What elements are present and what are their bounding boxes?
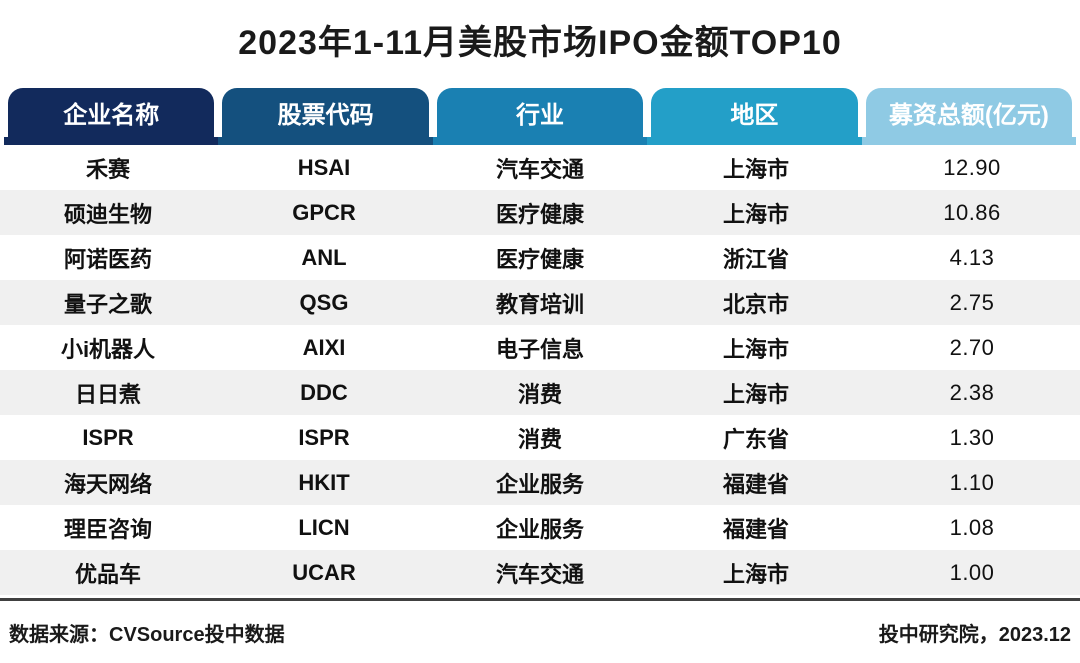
table-header-row: 企业名称 股票代码 行业 地区 募资总额(亿元) (0, 88, 1080, 145)
company-name-cell: 海天网络 (63, 471, 152, 497)
ticker-cell: DDC (300, 379, 348, 405)
region-cell: 上海市 (722, 381, 789, 407)
page-title: 2023年1-11月美股市场IPO金额TOP10 (238, 24, 842, 62)
column-header-label: 募资总额(亿元) (865, 88, 1073, 137)
industry-cell: 消费 (517, 381, 562, 407)
ticker-cell: GPCR (292, 199, 356, 225)
column-header-amount: 募资总额(亿元) (861, 88, 1077, 145)
column-header-base (4, 137, 219, 145)
column-header-region: 地区 (647, 88, 862, 145)
industry-cell: 电子信息 (495, 336, 584, 362)
column-header-industry: 行业 (432, 88, 648, 145)
amount-cell: 2.75 (949, 289, 995, 315)
amount-cell: 1.30 (949, 424, 995, 450)
ticker-cell: ISPR (298, 424, 350, 450)
industry-cell: 医疗健康 (495, 201, 584, 227)
region-cell: 上海市 (722, 156, 789, 182)
company-name-cell: 优品车 (74, 561, 141, 587)
amount-cell: 1.10 (949, 469, 995, 495)
industry-cell: 消费 (517, 426, 562, 452)
amount-cell: 12.90 (943, 154, 1001, 180)
column-header-label: 企业名称 (8, 88, 215, 137)
credit-note: 投中研究院，2023.12 (878, 624, 1071, 646)
table-row: ISPR ISPR 消费 广东省 1.30 (0, 415, 1080, 460)
amount-cell: 2.70 (949, 334, 995, 360)
column-header-base (432, 137, 648, 145)
industry-cell: 企业服务 (495, 471, 584, 497)
region-cell: 浙江省 (722, 246, 789, 272)
table-row: 小i机器人 AIXI 电子信息 上海市 2.70 (0, 325, 1080, 370)
column-header-ticker: 股票代码 (218, 88, 433, 145)
industry-cell: 医疗健康 (495, 246, 584, 272)
table-row: 硕迪生物 GPCR 医疗健康 上海市 10.86 (0, 190, 1080, 235)
table-row: 海天网络 HKIT 企业服务 福建省 1.10 (0, 460, 1080, 505)
ticker-cell: HKIT (298, 469, 350, 495)
column-header-label: 行业 (436, 88, 644, 137)
column-header-label: 股票代码 (222, 88, 429, 137)
footer: 数据来源：CVSource投中数据 投中研究院，2023.12 (0, 618, 1080, 647)
industry-cell: 教育培训 (495, 291, 584, 317)
company-name-cell: ISPR (82, 424, 134, 450)
ticker-cell: AIXI (302, 334, 346, 360)
table-row: 理臣咨询 LICN 企业服务 福建省 1.08 (0, 505, 1080, 550)
company-name-cell: 硕迪生物 (63, 201, 152, 227)
table-row: 日日煮 DDC 消费 上海市 2.38 (0, 370, 1080, 415)
table-body: 禾赛 HSAI 汽车交通 上海市 12.90 硕迪生物 GPCR 医疗健康 上海市 10.86 阿诺… (0, 145, 1080, 595)
ticker-cell: HSAI (297, 154, 351, 180)
amount-cell: 10.86 (943, 199, 1001, 225)
region-cell: 上海市 (722, 336, 789, 362)
amount-cell: 1.00 (949, 559, 995, 585)
table-row: 阿诺医药 ANL 医疗健康 浙江省 4.13 (0, 235, 1080, 280)
region-cell: 福建省 (722, 516, 789, 542)
data-source-note: 数据来源：CVSource投中数据 (9, 624, 285, 646)
industry-cell: 企业服务 (495, 516, 584, 542)
column-header-label: 地区 (651, 88, 858, 137)
column-header-company-name: 企业名称 (4, 88, 219, 145)
company-name-cell: 小i机器人 (60, 336, 156, 362)
ticker-cell: LICN (298, 514, 350, 540)
industry-cell: 汽车交通 (495, 156, 584, 182)
table-row: 禾赛 HSAI 汽车交通 上海市 12.90 (0, 145, 1080, 190)
ticker-cell: ANL (301, 244, 347, 270)
region-cell: 广东省 (722, 426, 789, 452)
column-header-base (218, 137, 433, 145)
region-cell: 上海市 (722, 201, 789, 227)
ticker-cell: QSG (299, 289, 349, 315)
amount-cell: 4.13 (949, 244, 995, 270)
table-bottom-divider (0, 598, 1080, 601)
region-cell: 福建省 (722, 471, 789, 497)
column-header-base (861, 137, 1077, 145)
company-name-cell: 日日煮 (74, 381, 141, 407)
company-name-cell: 阿诺医药 (63, 246, 152, 272)
company-name-cell: 禾赛 (85, 156, 130, 182)
table-row: 优品车 UCAR 汽车交通 上海市 1.00 (0, 550, 1080, 595)
region-cell: 北京市 (722, 291, 789, 317)
company-name-cell: 理臣咨询 (63, 516, 152, 542)
column-header-base (647, 137, 862, 145)
industry-cell: 汽车交通 (495, 561, 584, 587)
region-cell: 上海市 (722, 561, 789, 587)
company-name-cell: 量子之歌 (63, 291, 152, 317)
ticker-cell: UCAR (292, 559, 356, 585)
amount-cell: 1.08 (949, 514, 995, 540)
table-row: 量子之歌 QSG 教育培训 北京市 2.75 (0, 280, 1080, 325)
amount-cell: 2.38 (949, 379, 995, 405)
